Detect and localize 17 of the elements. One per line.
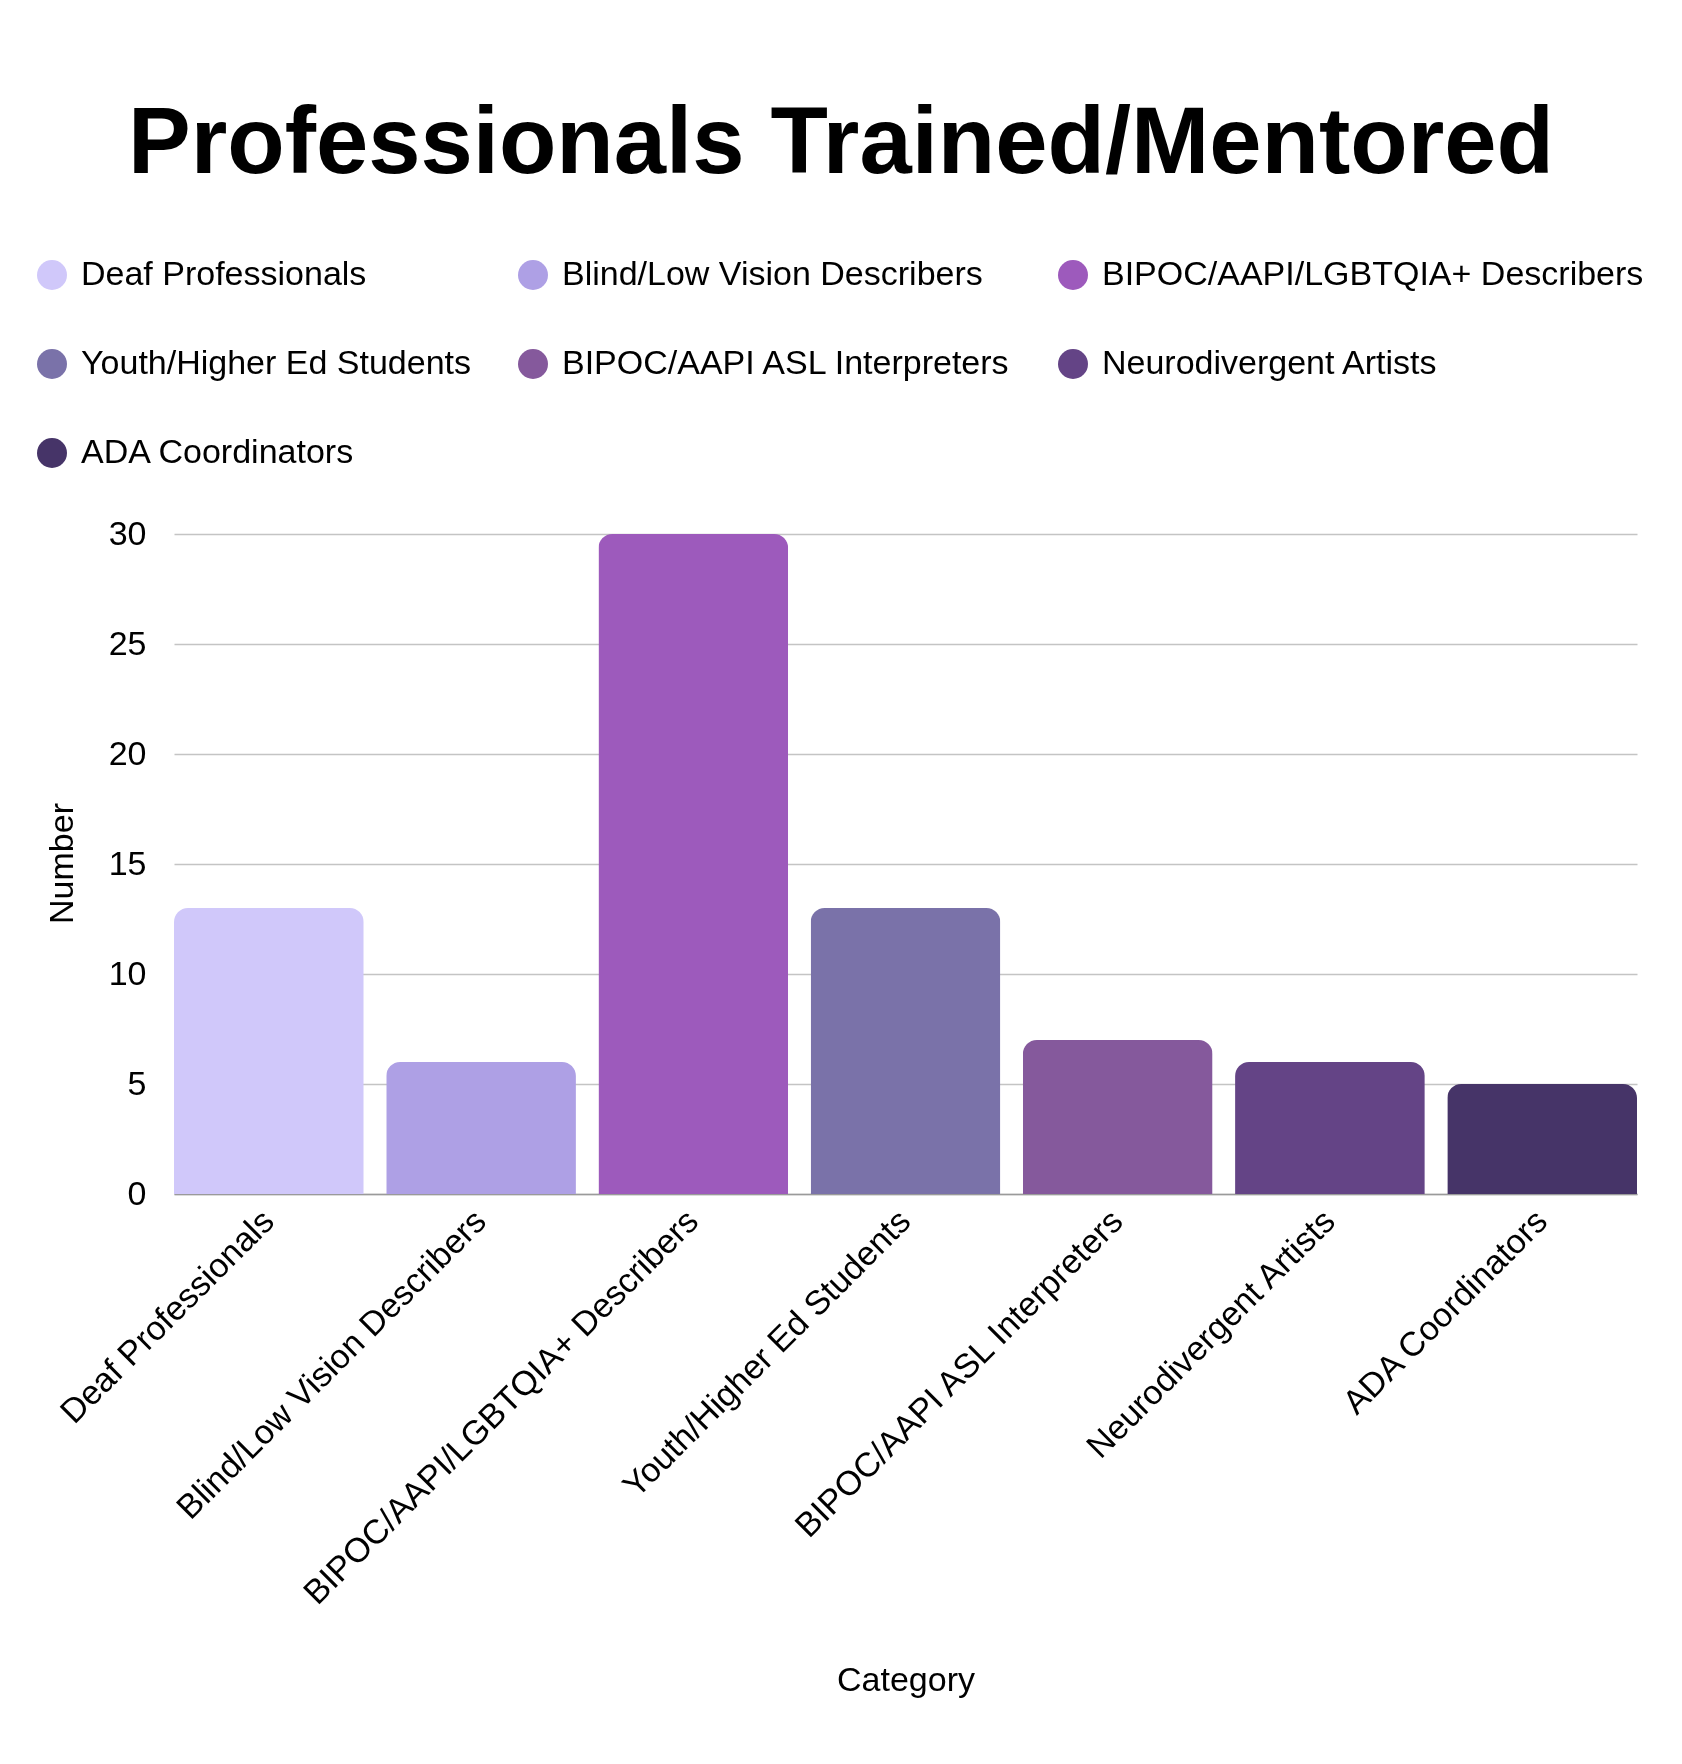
y-tick-label: 30 — [108, 513, 147, 552]
y-tick-label: 15 — [108, 843, 147, 882]
y-tick-label: 5 — [127, 1063, 147, 1102]
y-tick-label: 25 — [108, 623, 147, 662]
legend-label: Neurodivergent Artists — [1102, 343, 1437, 381]
legend-label: Deaf Professionals — [81, 254, 367, 292]
y-tick-label: 10 — [108, 953, 147, 992]
chart-title: Professionals Trained/Mentored — [127, 88, 1555, 193]
y-tick-label: 0 — [127, 1173, 147, 1212]
x-axis-title: Category — [837, 1659, 975, 1698]
legend-label: ADA Coordinators — [81, 432, 354, 470]
legend-label: BIPOC/AAPI ASL Interpreters — [562, 343, 1009, 381]
legend-label: Youth/Higher Ed Students — [81, 343, 472, 381]
legend-label: BIPOC/AAPI/LGBTQIA+ Describers — [1102, 254, 1644, 292]
y-tick-label: 20 — [108, 733, 147, 772]
y-axis-title: Number — [41, 803, 80, 924]
legend-label: Blind/Low Vision Describers — [562, 254, 983, 292]
